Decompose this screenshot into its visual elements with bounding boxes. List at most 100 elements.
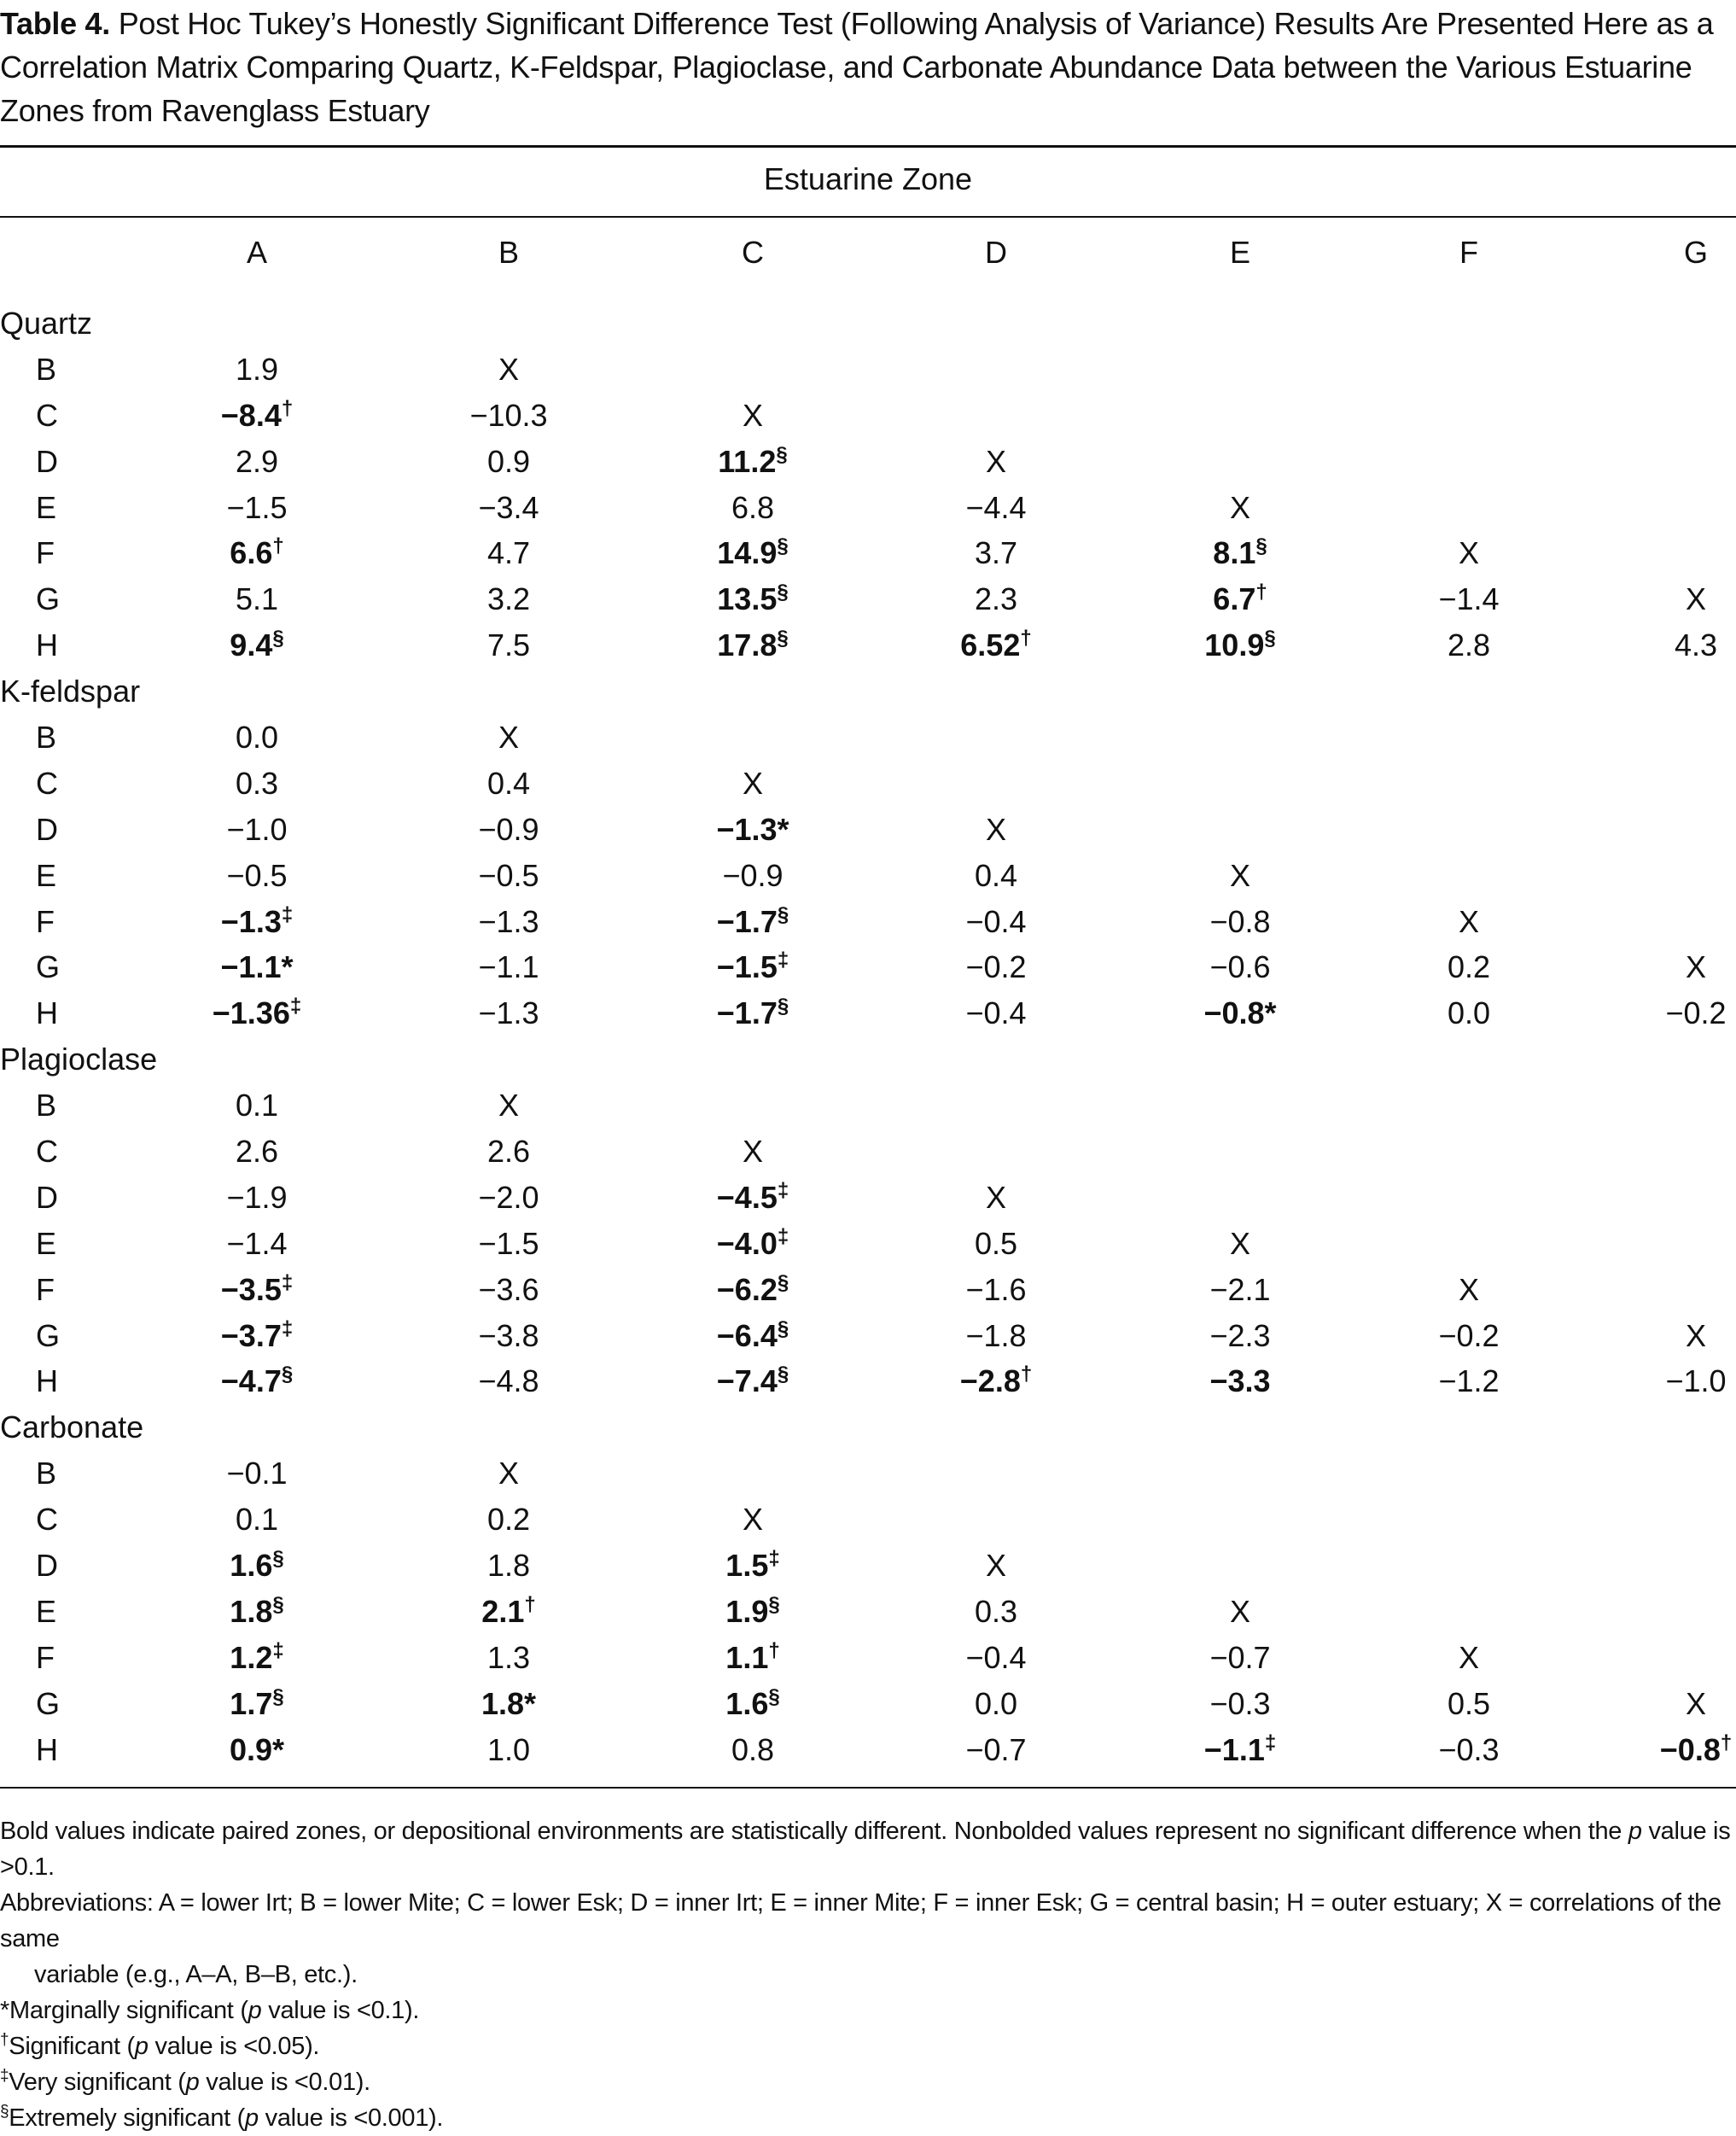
cell-value: 4.3 [1674, 627, 1718, 663]
column-header-f: F [1459, 235, 1478, 270]
cell-value: −2.3 [1209, 1317, 1271, 1353]
table-cell: −4.0‡ [667, 1221, 838, 1267]
group-row: Plagioclase [0, 1036, 1736, 1083]
table-cell: X [423, 1450, 594, 1497]
table-row: F −3.5‡ −3.6 −6.2§ −1.6 −2.1 X [0, 1267, 1736, 1313]
table-row: G −3.7‡ −3.8 −6.4§ −1.8 −2.3 −0.2 X [0, 1313, 1736, 1359]
table-cell: 1.7§ [172, 1681, 342, 1727]
cell-value: X [498, 351, 519, 387]
cell-value: 0.0 [974, 1685, 1018, 1721]
cell-value: X [742, 1502, 763, 1538]
row-label: H [36, 627, 58, 663]
table-cell: 9.4§ [172, 622, 342, 668]
cell-value: X [1458, 1271, 1479, 1307]
table-cell: −0.4 [911, 990, 1081, 1036]
cell-value: 10.9 [1204, 627, 1265, 663]
row-label: F [36, 903, 55, 939]
table-footnotes: Bold values indicate paired zones, or de… [0, 1813, 1734, 2136]
cell-value: X [1229, 1225, 1250, 1261]
cell-value: 1.8 [486, 1548, 531, 1584]
significance-mark: § [272, 627, 284, 651]
row-label: D [36, 1179, 58, 1215]
cell-value: X [1685, 949, 1706, 985]
cell-value: −0.2 [1438, 1317, 1500, 1353]
cell-value: −2.8 [959, 1363, 1021, 1399]
table-cell: 6.8 [667, 485, 838, 531]
table-cell: 0.4 [423, 761, 594, 807]
significance-mark: ‡ [289, 995, 302, 1018]
table-cell: X [1384, 1267, 1554, 1313]
significance-mark: § [777, 995, 789, 1018]
group-row: K-feldspar [0, 668, 1736, 715]
table-cell: −1.7§ [667, 990, 838, 1036]
table-cell: 0.0 [172, 715, 342, 761]
table-cell: −1.6 [911, 1267, 1081, 1313]
cell-value: 1.7 [230, 1685, 273, 1721]
cell-value: −1.3 [220, 903, 282, 939]
significance-mark: † [281, 396, 294, 420]
cell-value: X [1458, 1639, 1479, 1675]
table-cell: X [1384, 1635, 1554, 1681]
significance-mark: § [768, 1684, 780, 1708]
table-cell: −0.5 [423, 853, 594, 899]
header-rule [0, 216, 1736, 218]
cell-value: −1.9 [226, 1179, 288, 1215]
significance-mark: ‡ [777, 1224, 789, 1248]
table-cell: 0.1 [172, 1083, 342, 1129]
table-cell: 14.9§ [667, 530, 838, 576]
cell-value: X [742, 397, 763, 433]
row-label: C [36, 765, 58, 801]
cell-value: −1.2 [1438, 1363, 1500, 1399]
table-cell: 7.5 [423, 622, 594, 668]
table-cell: 1.8 [423, 1543, 594, 1589]
cell-value: −1.4 [226, 1225, 288, 1261]
table-row: D 1.6§ 1.8 1.5‡ X [0, 1543, 1736, 1589]
cell-value: −1.3 [478, 995, 539, 1031]
row-label: B [36, 720, 57, 756]
row-label: D [36, 811, 58, 847]
cell-value: 2.6 [486, 1134, 531, 1170]
table-cell: 1.6§ [172, 1543, 342, 1589]
cell-value: 1.8* [481, 1685, 537, 1721]
cell-value: 1.6 [230, 1548, 273, 1584]
group-row: Quartz [0, 301, 1736, 347]
caption-text: Post Hoc Tukey’s Honestly Significant Di… [0, 6, 1714, 128]
table-row: D 2.9 0.9 11.2§ X [0, 439, 1736, 485]
table-cell: 8.1§ [1155, 530, 1325, 576]
table-cell: 6.52† [911, 622, 1081, 668]
table-cell: X [423, 347, 594, 393]
row-label: B [36, 351, 57, 387]
cell-value: 8.1 [1213, 535, 1256, 571]
table-cell: X [1611, 576, 1736, 622]
significance-mark: § [777, 1316, 789, 1340]
cell-value: 7.5 [486, 627, 531, 663]
table-cell: X [1384, 530, 1554, 576]
row-label: G [36, 949, 61, 985]
cell-value: 0.3 [974, 1593, 1018, 1629]
table-cell: X [423, 715, 594, 761]
table-cell: 6.7† [1155, 576, 1325, 622]
cell-value: X [1229, 1593, 1250, 1629]
cell-value: 6.52 [960, 627, 1021, 663]
cell-value: −1.1 [478, 949, 539, 985]
group-row: Carbonate [0, 1404, 1736, 1450]
table-cell: 1.9§ [667, 1589, 838, 1635]
table-cell: 2.9 [172, 439, 342, 485]
cell-value: 11.2 [718, 443, 777, 479]
table-cell: −3.4 [423, 485, 594, 531]
table-cell: −1.1‡ [1155, 1727, 1325, 1773]
table-row: G 1.7§ 1.8* 1.6§ 0.0 −0.3 0.5 X [0, 1681, 1736, 1727]
table-row: G −1.1* −1.1 −1.5‡ −0.2 −0.6 0.2 X [0, 944, 1736, 990]
cell-value: −1.4 [1438, 581, 1500, 617]
data-table: Quartz B 1.9 X C −8.4† −10.3 X D 2.9 0.9 11.2§ X E −1.… [0, 301, 1736, 1773]
row-label: E [36, 1593, 57, 1629]
table-cell: −2.3 [1155, 1313, 1325, 1359]
table-cell: −1.3 [423, 990, 594, 1036]
table-row: F 6.6† 4.7 14.9§ 3.7 8.1§ X [0, 530, 1736, 576]
cell-value: −3.5 [220, 1271, 282, 1307]
cell-value: −3.6 [478, 1271, 539, 1307]
table-cell: X [1155, 485, 1325, 531]
column-header-e: E [1229, 235, 1250, 270]
table-cell: X [1155, 853, 1325, 899]
cell-value: −6.2 [716, 1271, 778, 1307]
